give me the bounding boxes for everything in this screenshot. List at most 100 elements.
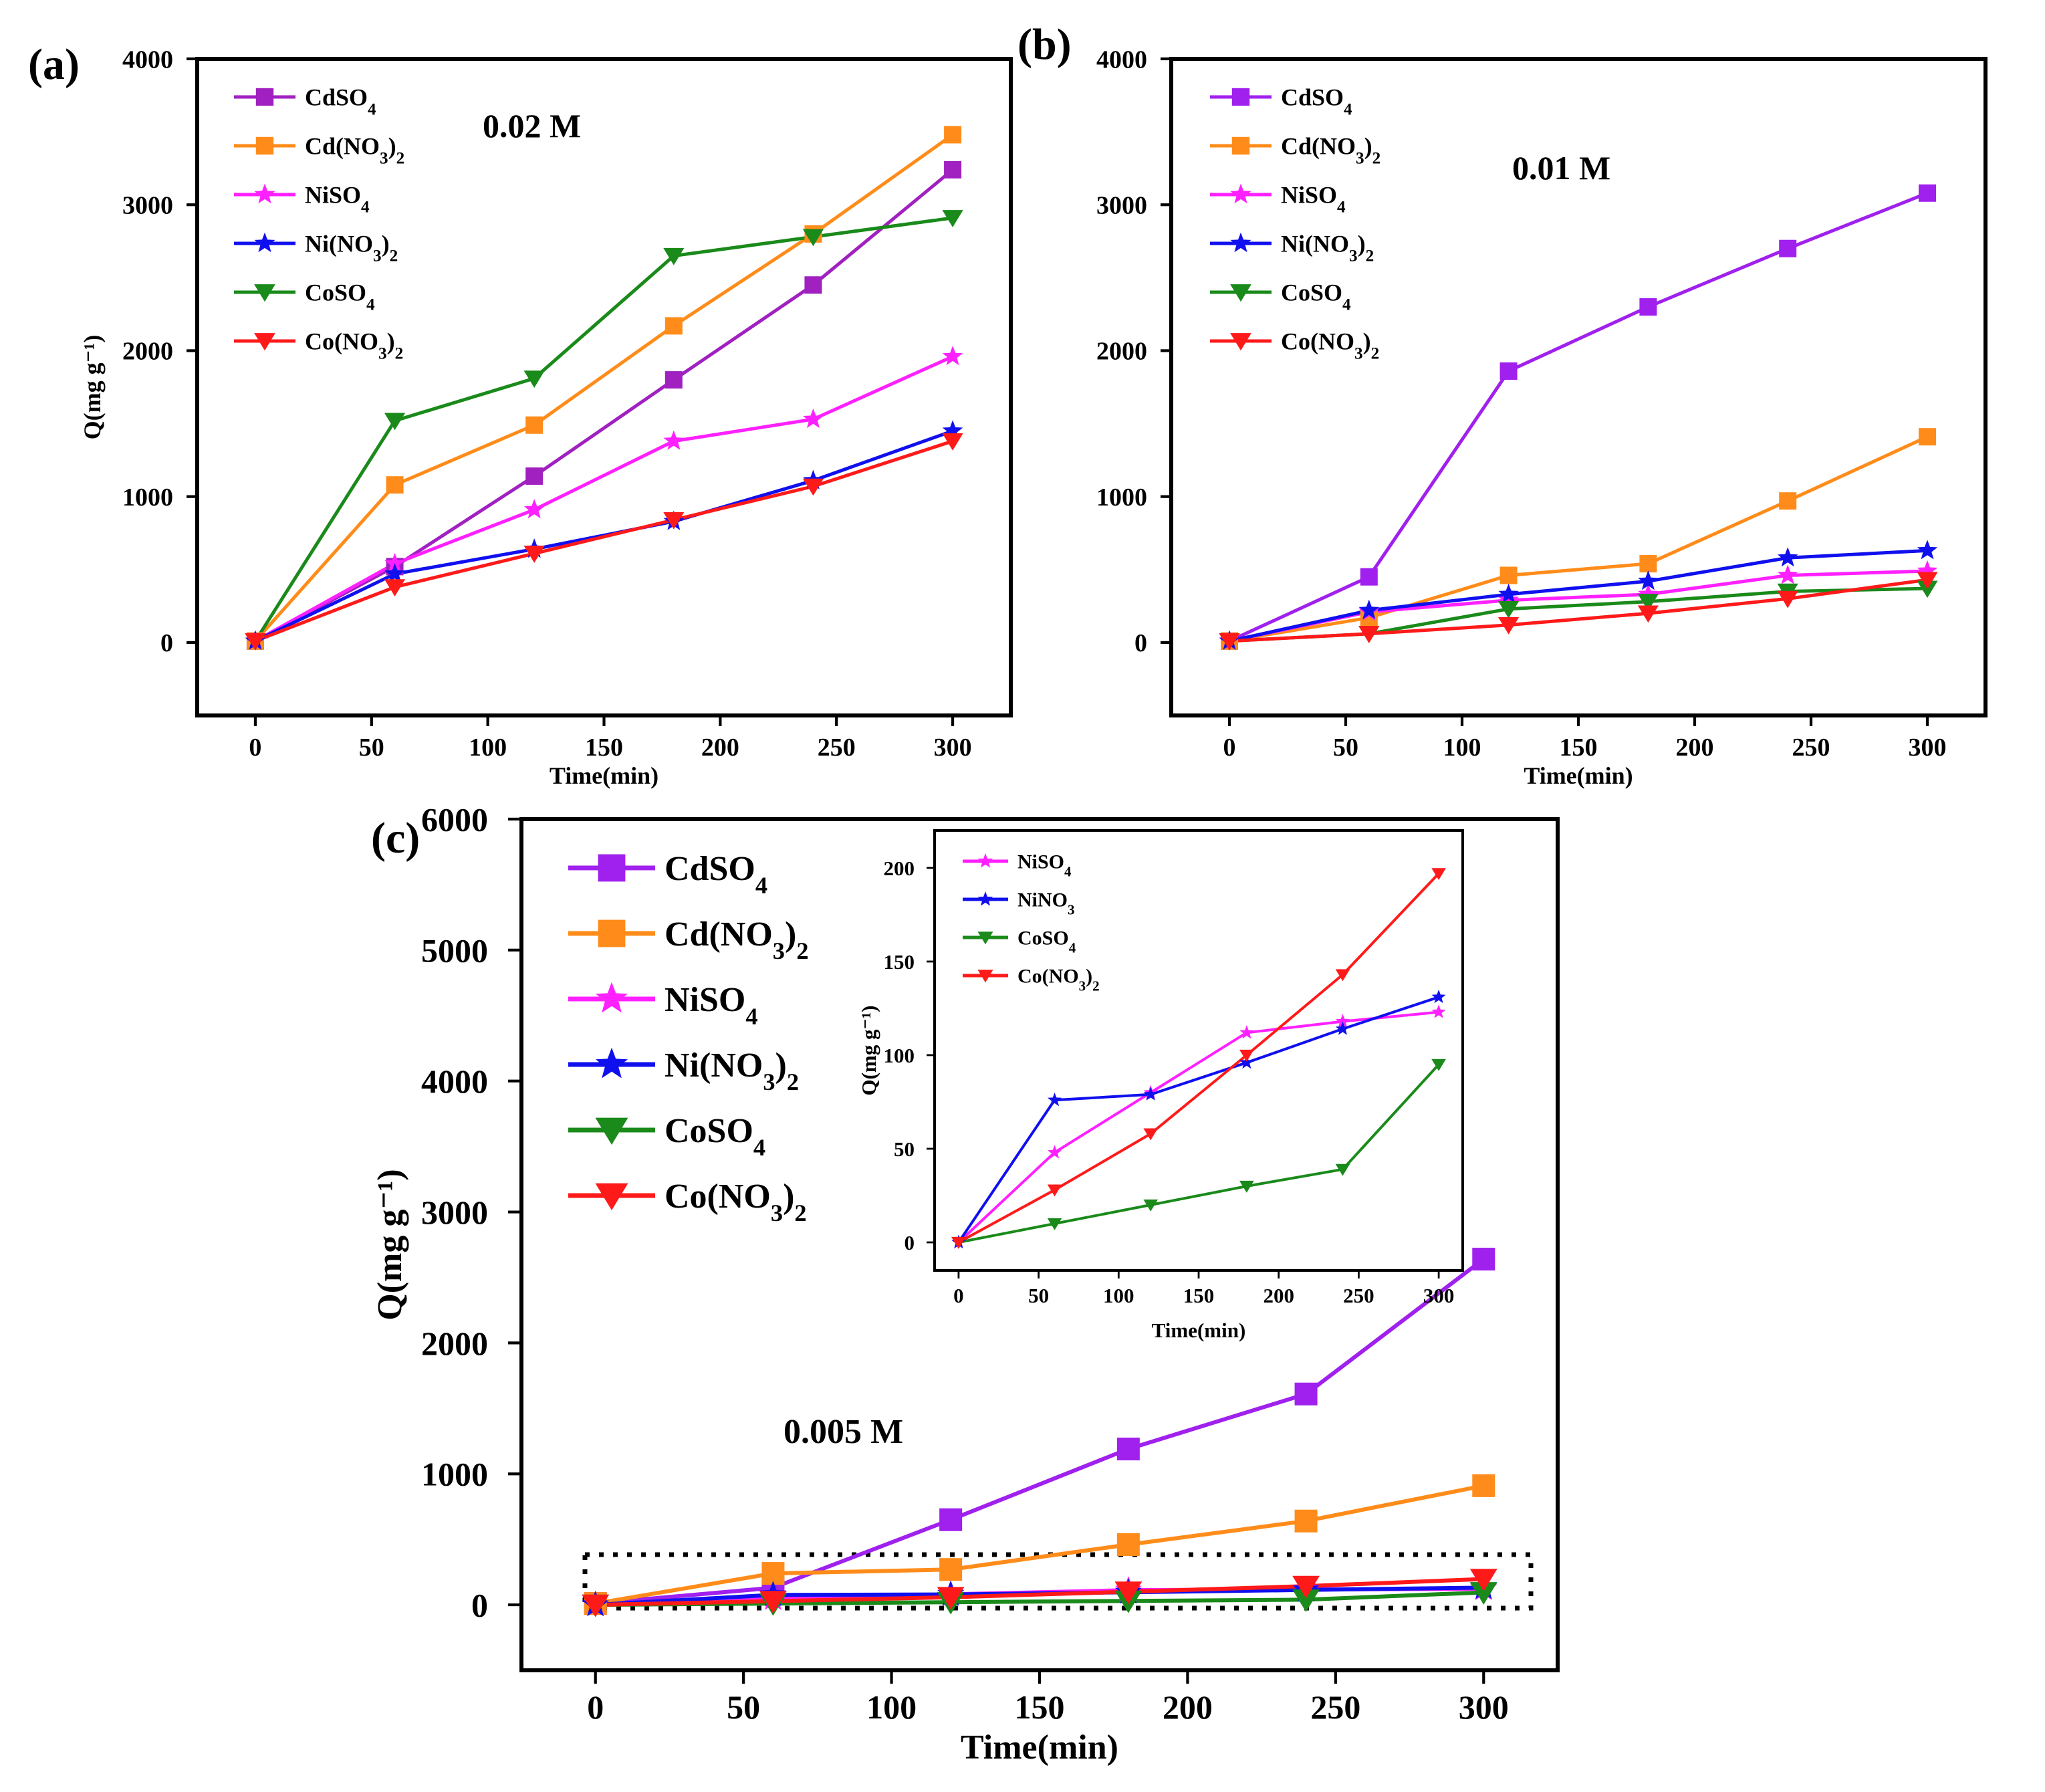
legend-label: Co(NO3)2 [305, 328, 403, 363]
data-point-Cd(NO3)2 [1639, 555, 1657, 573]
y-tick-label: 3000 [421, 1194, 488, 1231]
series-line-CoSO4 [253, 216, 953, 643]
y-axis-label: Q(mg g⁻¹) [857, 1006, 880, 1096]
legend-label: Cd(NO3)2 [665, 915, 809, 964]
data-point-Ni(NO3)2 [1498, 583, 1519, 603]
data-point-CoSO4 [942, 210, 963, 227]
x-tick-label: 0 [1223, 734, 1236, 762]
legend: CdSO4 Cd(NO3)2 NiSO4 Ni(NO3)2 CoSO4 Co(NO3)2 [568, 850, 809, 1226]
legend-label: NiSO4 [1017, 851, 1072, 880]
series-line-Co(NO3)2 [254, 439, 953, 643]
legend-label: CdSO4 [665, 850, 767, 899]
y-tick-label: 4000 [1096, 45, 1147, 74]
x-tick-label: 0 [587, 1688, 604, 1726]
data-point-Cd(NO3)2 [944, 126, 962, 144]
x-tick-label: 150 [1560, 734, 1598, 762]
series-line-Co(NO3)2 [1229, 578, 1928, 643]
data-point-Ni(NO3)2 [384, 563, 405, 583]
legend-label: CoSO4 [305, 279, 375, 314]
y-tick-label: 0 [160, 629, 173, 657]
y-tick-label: 6000 [421, 801, 488, 838]
legend-marker [598, 854, 626, 882]
data-point-CdSO4 [1472, 1248, 1495, 1271]
legend-marker [595, 1117, 628, 1145]
x-tick-label: 200 [1263, 1284, 1294, 1307]
data-point-Co(NO3)2 [1335, 969, 1350, 982]
data-point-CdSO4 [525, 467, 544, 485]
data-point-NiSO4 [663, 430, 685, 450]
data-point-Co(NO3)2 [942, 433, 963, 451]
data-point-Co(NO3)2 [1292, 1575, 1320, 1599]
data-point-NiNO3 [1239, 1055, 1254, 1069]
legend-label: NiSO4 [1281, 182, 1346, 217]
x-tick-label: 0 [953, 1284, 964, 1307]
legend-marker [977, 853, 993, 868]
data-point-Co(NO3)2 [802, 478, 824, 496]
x-tick-label: 50 [727, 1688, 760, 1726]
series-line-NiSO4 [957, 1010, 1439, 1244]
data-point-Ni(NO3)2 [942, 420, 963, 440]
data-point-CoSO4 [1431, 1058, 1446, 1071]
chart-a: 0 50 100 150 200 250 30001000200030004000Time(… [28, 40, 1013, 789]
legend-label: Cd(NO3)2 [1281, 133, 1380, 168]
data-point-NiSO4 [1431, 1004, 1446, 1018]
x-tick-label: 100 [1443, 734, 1481, 762]
legend-label: NiSO4 [665, 981, 758, 1030]
y-tick-label: 3000 [122, 192, 173, 220]
legend: NiSO4 NiNO3 CoSO4 Co(NO3)2 [963, 851, 1100, 994]
x-tick-label: 300 [934, 734, 972, 762]
data-point-Co(NO3)2 [1917, 572, 1938, 590]
data-point-NiSO4 [1335, 1014, 1350, 1028]
data-point-Co(NO3)2 [1219, 633, 1240, 651]
data-point-CoSO4 [1335, 1163, 1350, 1176]
legend-label: CoSO4 [1017, 927, 1076, 956]
zoom-region-box [582, 1552, 1534, 1611]
series-line-Cd(NO3)2 [595, 1483, 1484, 1606]
y-tick-label: 1000 [122, 483, 173, 512]
series-line-CdSO4 [595, 1257, 1485, 1606]
y-tick-label: 4000 [122, 45, 173, 74]
legend-label: Cd(NO3)2 [305, 133, 404, 168]
legend-label: CdSO4 [1281, 84, 1352, 119]
legend-marker [1231, 136, 1250, 155]
legend-marker [1231, 88, 1250, 106]
series-line-CdSO4 [1228, 191, 1928, 643]
data-point-Co(NO3)2 [1498, 617, 1520, 635]
y-axis-label: Q(mg g⁻¹) [371, 1169, 409, 1320]
data-point-Co(NO3)2 [1114, 1581, 1142, 1604]
legend-marker [255, 88, 274, 106]
legend-marker [1230, 183, 1251, 204]
data-point-CoSO4 [802, 229, 824, 247]
data-point-CoSO4 [663, 247, 685, 265]
data-point-CdSO4 [1116, 1438, 1140, 1461]
y-tick-label: 100 [884, 1044, 915, 1067]
y-tick-label: 0 [905, 1231, 915, 1254]
data-point-Co(NO3)2 [1239, 1049, 1254, 1062]
data-point-Co(NO3)2 [1047, 1184, 1062, 1197]
legend-marker [255, 136, 274, 155]
data-point-NiSO4 [803, 408, 824, 429]
legend-marker [977, 931, 993, 945]
data-point-Co(NO3)2 [1637, 605, 1659, 623]
legend-marker [254, 284, 275, 302]
data-point-NiNO3 [1431, 990, 1446, 1004]
x-tick-label: 300 [1423, 1284, 1455, 1307]
y-tick-label: 3000 [1096, 192, 1147, 220]
legend-marker [977, 891, 993, 906]
legend-label: CoSO4 [665, 1112, 765, 1161]
x-tick-label: 150 [1015, 1688, 1065, 1726]
data-point-Ni(NO3)2 [1917, 540, 1938, 560]
x-axis-label: Time(min) [961, 1728, 1118, 1767]
data-point-CdSO4 [944, 160, 962, 179]
series-line-NiSO4 [254, 354, 954, 643]
legend-label: Ni(NO3)2 [665, 1046, 799, 1095]
data-point-Cd(NO3)2 [1779, 492, 1797, 510]
series-line-CoSO4 [958, 1063, 1440, 1244]
x-tick-label: 250 [1343, 1284, 1374, 1307]
data-point-Cd(NO3)2 [665, 317, 683, 335]
legend: CdSO4 Cd(NO3)2 NiSO4 Ni(NO3)2 CoSO4 Co(NO3)2 [234, 84, 404, 362]
data-point-NiSO4 [523, 499, 545, 519]
x-tick-label: 100 [1103, 1284, 1134, 1307]
x-tick-label: 200 [1676, 734, 1714, 762]
